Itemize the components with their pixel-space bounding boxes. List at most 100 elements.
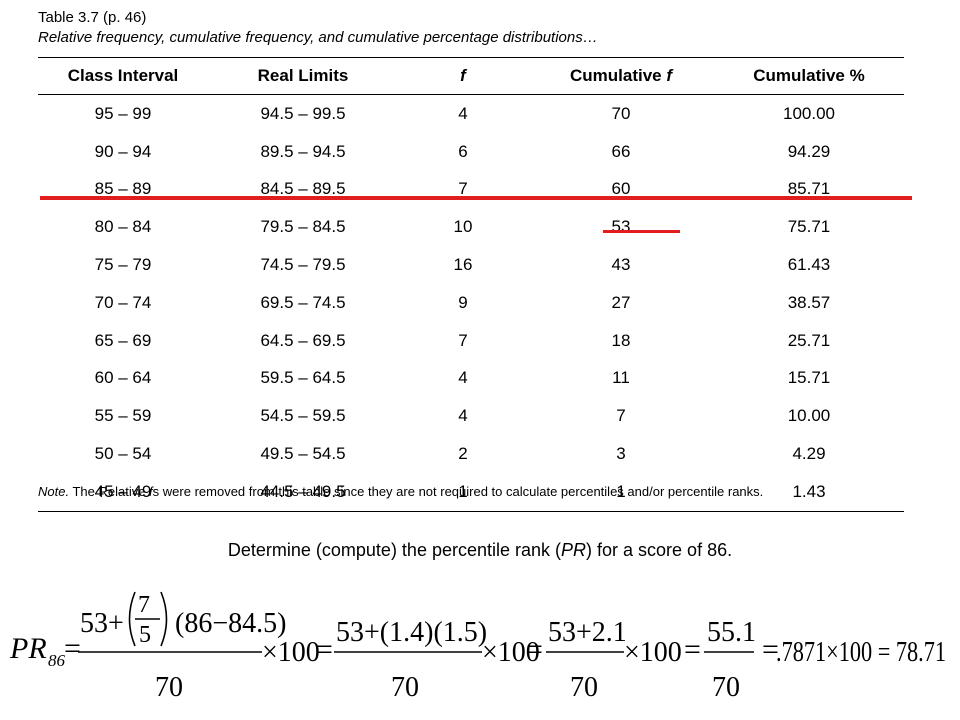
cell-cumulative-f: 60 bbox=[611, 179, 631, 199]
note-text-a: The Relative bbox=[69, 484, 150, 499]
table-top-rule bbox=[38, 57, 904, 58]
formula-result: .7871×100 = 78.71 bbox=[776, 637, 946, 668]
formula-lhs-subscript: 86 bbox=[48, 651, 66, 670]
cell-cumulative-f: 53 bbox=[611, 217, 631, 237]
formula-inner-denominator: 5 bbox=[139, 622, 151, 648]
cell-cumulative-percent: 75.71 bbox=[787, 217, 831, 237]
formula-right-paren bbox=[160, 591, 168, 647]
header-cumulative-percent: Cumulative % bbox=[714, 58, 904, 95]
cell-class-interval: 80 – 84 bbox=[94, 217, 152, 237]
formula-lhs: PR bbox=[9, 632, 47, 665]
formula-times100-2: ×100 bbox=[482, 637, 540, 668]
cell-cumulative-percent: 10.00 bbox=[787, 406, 831, 426]
formula-term4-numerator: 55.1 bbox=[707, 617, 756, 648]
cell-real-limits: 59.5 – 64.5 bbox=[260, 368, 346, 388]
cell-cumulative-f: 18 bbox=[611, 330, 631, 350]
cell-cumulative-f: 70 bbox=[611, 103, 631, 123]
formula-term2-denominator: 70 bbox=[391, 672, 419, 703]
table-row: 95 – 99 94.5 – 99.5 4 70 100.00 bbox=[38, 95, 904, 133]
cell-real-limits: 44.5 – 49.5 bbox=[208, 472, 398, 512]
note-text-b: s were removed from this table since the… bbox=[152, 484, 764, 499]
cell-class-interval: 65 – 69 bbox=[94, 330, 152, 350]
question-text-a: Determine (compute) the percentile rank … bbox=[227, 540, 562, 560]
formula-times100-3: ×100 bbox=[624, 637, 682, 668]
cell-frequency: 1 bbox=[398, 472, 528, 512]
cell-cumulative-percent: 25.71 bbox=[787, 330, 831, 350]
cell-cumulative-f: 11 bbox=[612, 368, 630, 388]
cell-class-interval: 90 – 94 bbox=[94, 141, 152, 161]
cell-frequency: 4 bbox=[458, 103, 468, 123]
header-real-limits: Real Limits bbox=[208, 58, 398, 95]
formula-term3-denominator: 70 bbox=[570, 672, 598, 703]
table-label: Table 3.7 (p. 46) bbox=[38, 9, 147, 26]
cell-cumulative-percent: 15.71 bbox=[787, 368, 831, 388]
header-frequency: f bbox=[398, 58, 528, 95]
cell-cumulative-f: 66 bbox=[611, 141, 631, 161]
formula-equals-4: = bbox=[684, 633, 701, 666]
cell-cumulative-f: 27 bbox=[611, 292, 631, 312]
cell-frequency: 16 bbox=[453, 255, 473, 275]
table-row: 70 – 74 69.5 – 74.5 9 27 38.57 bbox=[38, 284, 904, 322]
cell-class-interval: 95 – 99 bbox=[94, 103, 152, 123]
formula-times100-1: ×100 bbox=[262, 637, 320, 668]
formula-equals-1: = bbox=[64, 632, 81, 665]
table-row: 90 – 94 89.5 – 94.5 6 66 94.29 bbox=[38, 133, 904, 171]
cell-real-limits: 64.5 – 69.5 bbox=[260, 330, 346, 350]
cell-cumulative-f: 1 bbox=[528, 472, 714, 512]
formula-equals-5: = bbox=[762, 633, 779, 666]
table-row: 55 – 59 54.5 – 59.5 4 7 10.00 bbox=[38, 397, 904, 435]
percentile-rank-formula: PR 86 = 53+ 7 5 (86−84.5) 70 ×100 = 53+(… bbox=[9, 591, 946, 703]
cell-frequency: 10 bbox=[453, 217, 473, 237]
table-row: 50 – 54 49.5 – 54.5 2 3 4.29 bbox=[38, 435, 904, 473]
table-row: 75 – 79 74.5 – 79.5 16 43 61.43 bbox=[38, 246, 904, 284]
cell-frequency: 2 bbox=[458, 444, 468, 464]
header-class-interval: Class Interval bbox=[38, 58, 208, 95]
cell-class-interval: 85 – 89 bbox=[94, 179, 152, 199]
cell-real-limits: 69.5 – 74.5 bbox=[260, 292, 346, 312]
cell-class-interval: 75 – 79 bbox=[94, 255, 152, 275]
cell-cumulative-percent: 100.00 bbox=[783, 103, 835, 123]
formula-term1-tail: (86−84.5) bbox=[175, 608, 286, 639]
cell-cumulative-percent: 85.71 bbox=[787, 179, 831, 199]
header-cumulative-f: Cumulative f bbox=[528, 58, 714, 95]
cell-cumulative-percent: 1.43 bbox=[714, 472, 904, 512]
cell-class-interval: 45 – 49 bbox=[38, 472, 208, 512]
formula-term3-numerator: 53+2.1 bbox=[548, 617, 627, 648]
formula-inner-numerator: 7 bbox=[138, 592, 150, 618]
cell-frequency: 7 bbox=[458, 330, 468, 350]
highlight-cumulative-underline bbox=[603, 230, 680, 233]
formula-equals-3: = bbox=[526, 633, 543, 666]
cell-cumulative-f: 7 bbox=[616, 406, 626, 426]
formula-term4-denominator: 70 bbox=[712, 672, 740, 703]
cell-class-interval: 70 – 74 bbox=[94, 292, 152, 312]
cell-real-limits: 84.5 – 89.5 bbox=[260, 179, 346, 199]
cell-frequency: 6 bbox=[458, 141, 468, 161]
cell-cumulative-f: 43 bbox=[611, 255, 631, 275]
cell-cumulative-percent: 38.57 bbox=[787, 292, 831, 312]
table-row: 45 – 49 44.5 – 49.5 1 1 1.43 bbox=[38, 472, 904, 512]
table-note: Note. The Relative fs were removed from … bbox=[38, 484, 763, 499]
formula-left-paren bbox=[128, 591, 136, 647]
question-prompt: Determine (compute) the percentile rank … bbox=[0, 540, 960, 561]
question-text-b: ) for a score of 86. bbox=[586, 540, 733, 560]
cell-real-limits: 74.5 – 79.5 bbox=[260, 255, 346, 275]
table-row: 60 – 64 59.5 – 64.5 4 11 15.71 bbox=[38, 360, 904, 398]
formula-term2-numerator: 53+(1.4)(1.5) bbox=[336, 617, 487, 648]
formula-equals-2: = bbox=[316, 633, 333, 666]
cell-class-interval: 55 – 59 bbox=[94, 406, 152, 426]
question-pr: PR bbox=[561, 540, 587, 560]
frequency-table: Class Interval Real Limits f Cumulative … bbox=[38, 58, 904, 512]
note-prefix: Note. bbox=[38, 484, 70, 499]
formula-term1-plus: 53+ bbox=[80, 608, 124, 639]
cell-frequency: 9 bbox=[458, 292, 468, 312]
table-row: 65 – 69 64.5 – 69.5 7 18 25.71 bbox=[38, 322, 904, 360]
highlight-row-underline bbox=[40, 196, 912, 200]
cell-class-interval: 50 – 54 bbox=[94, 444, 152, 464]
table-row: 85 – 89 84.5 – 89.5 7 60 85.71 bbox=[38, 171, 904, 209]
cell-real-limits: 89.5 – 94.5 bbox=[260, 141, 346, 161]
note-f-symbol: f bbox=[149, 484, 153, 499]
cell-real-limits: 49.5 – 54.5 bbox=[260, 444, 346, 464]
cell-real-limits: 79.5 – 84.5 bbox=[260, 217, 346, 237]
cell-cumulative-percent: 61.43 bbox=[787, 255, 831, 275]
cell-frequency: 4 bbox=[458, 406, 468, 426]
